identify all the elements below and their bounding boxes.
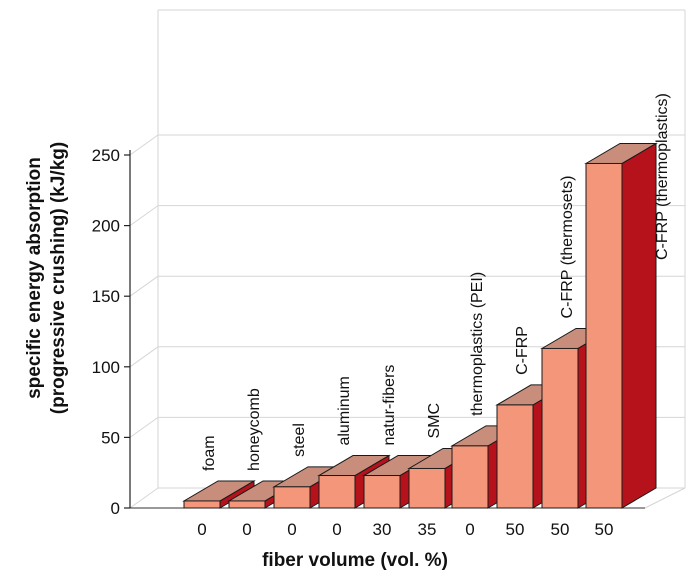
gridline-diagonal: [129, 205, 159, 227]
x-tick-label: 50: [595, 520, 614, 539]
x-tick-label: 50: [506, 520, 525, 539]
x-tick-label: 0: [465, 520, 474, 539]
floor-right-edge: [644, 487, 686, 509]
bar-front-face: [408, 467, 446, 509]
y-tick-label: 100: [92, 358, 120, 377]
bar-front-face: [363, 475, 401, 509]
bar-label: aluminum: [336, 376, 353, 445]
y-tick-label: 250: [92, 146, 120, 165]
bar-front-face: [496, 404, 534, 509]
bar-label: C-FRP (thermoplastics): [654, 93, 671, 260]
bar-label: thermoplastics (PEI): [469, 272, 486, 416]
bar-front-face: [183, 500, 221, 509]
bar-label: natur-fibers: [381, 365, 398, 446]
bar: [584, 142, 658, 509]
x-tick-label: 0: [287, 520, 296, 539]
gridline-diagonal: [129, 275, 159, 297]
x-axis-title: fiber volume (vol. %): [262, 550, 448, 571]
bar-side-face: [621, 142, 657, 509]
y-tick-label: 0: [111, 499, 120, 518]
bar-front-face: [318, 475, 356, 509]
bar-label: foam: [201, 435, 218, 471]
bar-front-face: [228, 500, 266, 509]
bar-label: steel: [291, 423, 308, 457]
bar-front-face: [585, 162, 623, 509]
bar-label: honeycomb: [246, 388, 263, 471]
labels-layer: 0 foam 0 honeycomb 0 steel 0 aluminum 30 natur-fi…: [197, 93, 671, 539]
gridline-diagonal: [129, 346, 159, 368]
bar-label: C-FRP: [514, 326, 531, 375]
bar-front-face: [451, 445, 489, 509]
bars-layer: [182, 142, 658, 509]
bar-front-face: [273, 486, 311, 509]
y-axis-title-line2: (progressive crushing) (kJ/kg): [48, 142, 69, 414]
x-tick-label: 50: [551, 520, 570, 539]
x-tick-label: 35: [418, 520, 437, 539]
y-tick-label: 50: [101, 428, 120, 447]
x-tick-label: 0: [242, 520, 251, 539]
y-tick-label: 150: [92, 287, 120, 306]
x-tick-label: 0: [197, 520, 206, 539]
y-tick-label: 200: [92, 217, 120, 236]
bar-label: SMC: [426, 403, 443, 439]
y-axis-title-line1: specific energy absorption: [24, 157, 45, 399]
x-tick-label: 0: [332, 520, 341, 539]
gridline-diagonal: [129, 416, 159, 438]
x-tick-label: 30: [373, 520, 392, 539]
bar-front-face: [541, 347, 579, 509]
bar-label: C-FRP (thermosets): [559, 176, 576, 319]
floor-left-edge: [129, 487, 159, 509]
gridline-diagonal: [129, 134, 159, 156]
